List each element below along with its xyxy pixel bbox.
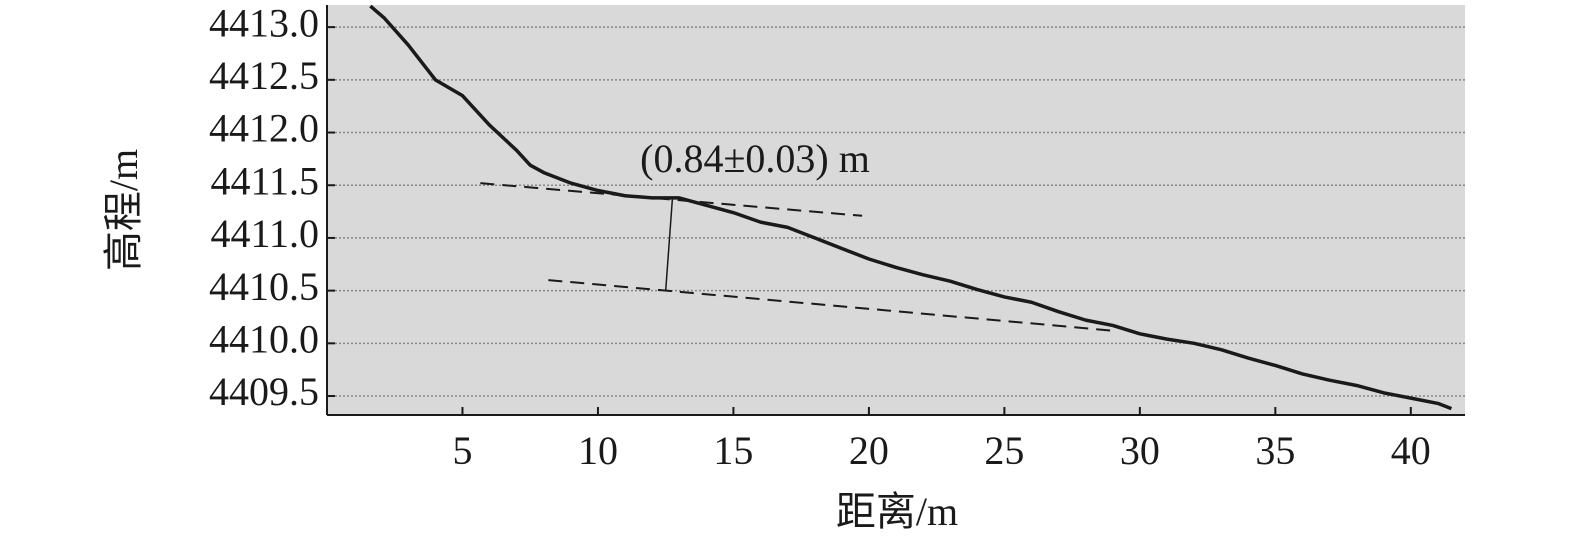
line [480,182,863,217]
y-tick-label: 4409.5 [209,369,319,414]
y-tick-label: 4410.5 [209,264,319,309]
plot-area [327,5,1465,415]
line [664,197,674,291]
y-tick-label: 4411.0 [210,211,319,256]
x-tick-label: 30 [1120,428,1160,473]
x-tick-label: 5 [452,428,472,473]
y-axis-label: 高程/m [101,149,146,271]
annotation: (0.84±0.03) m [640,136,870,181]
x-tick-label: 10 [578,428,618,473]
x-axis-label: 距离/m [836,489,958,534]
x-tick-label: 25 [984,428,1024,473]
y-tick-label: 4412.5 [209,53,319,98]
x-tick-label: 35 [1255,428,1295,473]
y-tick-label: 4412.0 [209,106,319,151]
x-tick-label: 20 [849,428,889,473]
x-tick-label: 15 [713,428,753,473]
y-tick-label: 4413.0 [209,0,319,45]
x-tick-label: 40 [1391,428,1431,473]
y-tick-label: 4411.5 [210,158,319,203]
line [548,279,1113,332]
line [369,4,1453,411]
y-tick-label: 4410.0 [209,317,319,362]
